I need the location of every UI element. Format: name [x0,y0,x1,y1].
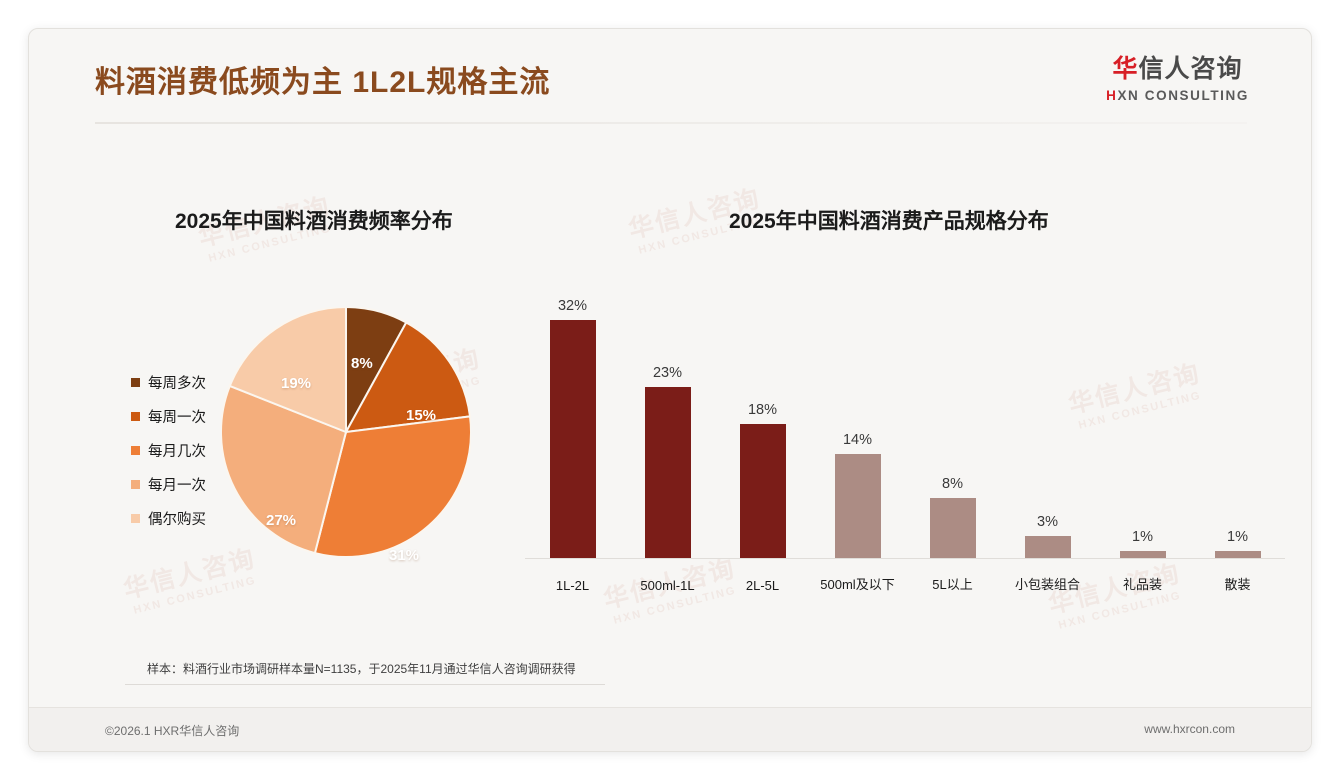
bar-column[interactable]: 18% 2L-5L [715,290,810,593]
legend-item-label: 每周一次 [148,409,206,426]
pie-slice-label: 19% [281,375,312,392]
logo-rest-chars: 信人咨询 [1138,55,1243,83]
logo-en-accent: H [1106,88,1118,103]
bar-series: 32% 1L-2L 23% 500ml-1L 18% 2L-5L 14% 500ml及以下 8%… [525,290,1285,593]
pie-slice-label: 15% [406,407,437,424]
bar-baseline-axis [525,558,1285,559]
bar-rect[interactable] [1214,550,1261,558]
pie-chart-title: 2025年中国料酒消费频率分布 [175,210,453,233]
bar-column[interactable]: 23% 500ml-1L [620,290,715,593]
bar-category-label: 小包装组合 [1014,577,1080,592]
sample-note: 样本：料酒行业市场调研样本量N=1135，于2025年11月通过华信人咨询调研获… [147,662,576,676]
bar-value-label: 18% [747,402,778,418]
bar-value-label: 14% [842,431,873,448]
pie-graphic: 8% 15% 31% 27% 19% [220,305,472,564]
logo-en-rest: XN CONSULTING [1117,88,1249,103]
website-link[interactable]: www.hxrcon.com [1144,722,1235,736]
legend-item-label: 每月几次 [148,443,206,460]
legend-item[interactable]: 每周一次 [131,401,206,431]
slide-frame: 华信人咨询 HXN CONSULTING 华信人咨询 HXN CONSULTIN… [28,28,1312,752]
legend-item-label: 偶尔购买 [148,511,206,528]
copyright-text: ©2026.1 HXR华信人咨询 [105,724,240,738]
bar-value-label: 32% [557,297,588,314]
legend-swatch-icon [131,445,140,455]
legend-item[interactable]: 每月一次 [131,469,206,499]
bar-rect[interactable] [549,319,596,558]
slide-header: 料酒消费低频为主 1L2L规格主流 华信人咨询 HXN CONSULTING [29,29,1311,124]
logo-english: HXN CONSULTING [1106,89,1249,103]
bar-rect[interactable] [1119,550,1166,558]
page-title: 料酒消费低频为主 1L2L规格主流 [95,66,551,99]
bar-column[interactable]: 1% 礼品装 [1095,290,1190,592]
logo-accent-char: 华 [1112,55,1139,83]
bar-category-label: 2L-5L [745,578,780,593]
pie-slice[interactable] [220,384,348,555]
bar-value-label: 1% [1132,528,1153,545]
bar-value-label: 8% [942,476,963,493]
bar-category-label: 1L-2L [555,578,590,593]
legend-swatch-icon [131,377,140,387]
bar-column[interactable]: 32% 1L-2L [525,290,620,593]
legend-item[interactable]: 每月几次 [131,435,206,465]
header-divider [95,122,1247,124]
bar-rect[interactable] [834,453,881,558]
bar-value-label: 3% [1037,513,1058,530]
bar-column[interactable]: 1% 散装 [1190,290,1285,592]
bar-category-label: 5L以上 [932,577,973,592]
bar-rect[interactable] [644,386,691,558]
legend-item-label: 每周多次 [148,375,206,392]
pie-legend: 每周多次每周一次每月几次每月一次偶尔购买 [131,367,206,537]
pie-slice[interactable] [228,305,347,434]
bar-chart-title: 2025年中国料酒消费产品规格分布 [729,210,1049,233]
bar-category-label: 礼品装 [1122,577,1162,592]
bar-value-label: 23% [652,364,683,381]
legend-item[interactable]: 偶尔购买 [131,503,206,533]
pie-slice[interactable] [344,321,472,434]
pie-chart: 每周多次每周一次每月几次每月一次偶尔购买 8% 15% 31% 27% 19% [121,287,541,617]
footer-bar: ©2026.1 HXR华信人咨询 www.hxrcon.com [29,707,1311,751]
pie-slice-label: 8% [351,355,373,372]
bar-rect[interactable] [739,424,786,558]
bar-column[interactable]: 14% 500ml及以下 [810,290,905,592]
pie-slice-label: 27% [266,512,297,529]
bar-column[interactable]: 8% 5L以上 [905,290,1000,592]
bar-column[interactable]: 3% 小包装组合 [1000,290,1095,592]
bar-rect[interactable] [929,498,976,558]
logo-chinese: 华信人咨询 [1106,57,1249,82]
bar-value-label: 1% [1227,528,1248,545]
brand-logo: 华信人咨询 HXN CONSULTING [1106,57,1249,103]
legend-swatch-icon [131,479,140,489]
note-divider [125,684,605,685]
bar-chart: 32% 1L-2L 23% 500ml-1L 18% 2L-5L 14% 500ml及以下 8%… [525,277,1285,607]
legend-item-label: 每月一次 [148,477,206,494]
bar-category-label: 散装 [1224,577,1251,592]
bar-rect[interactable] [1024,535,1071,558]
legend-item[interactable]: 每周多次 [131,367,206,397]
legend-swatch-icon [131,513,140,523]
pie-slice[interactable] [313,415,472,558]
legend-swatch-icon [131,411,140,421]
pie-slice-label: 31% [389,547,420,564]
bar-category-label: 500ml-1L [640,578,695,593]
bar-category-label: 500ml及以下 [820,577,895,592]
